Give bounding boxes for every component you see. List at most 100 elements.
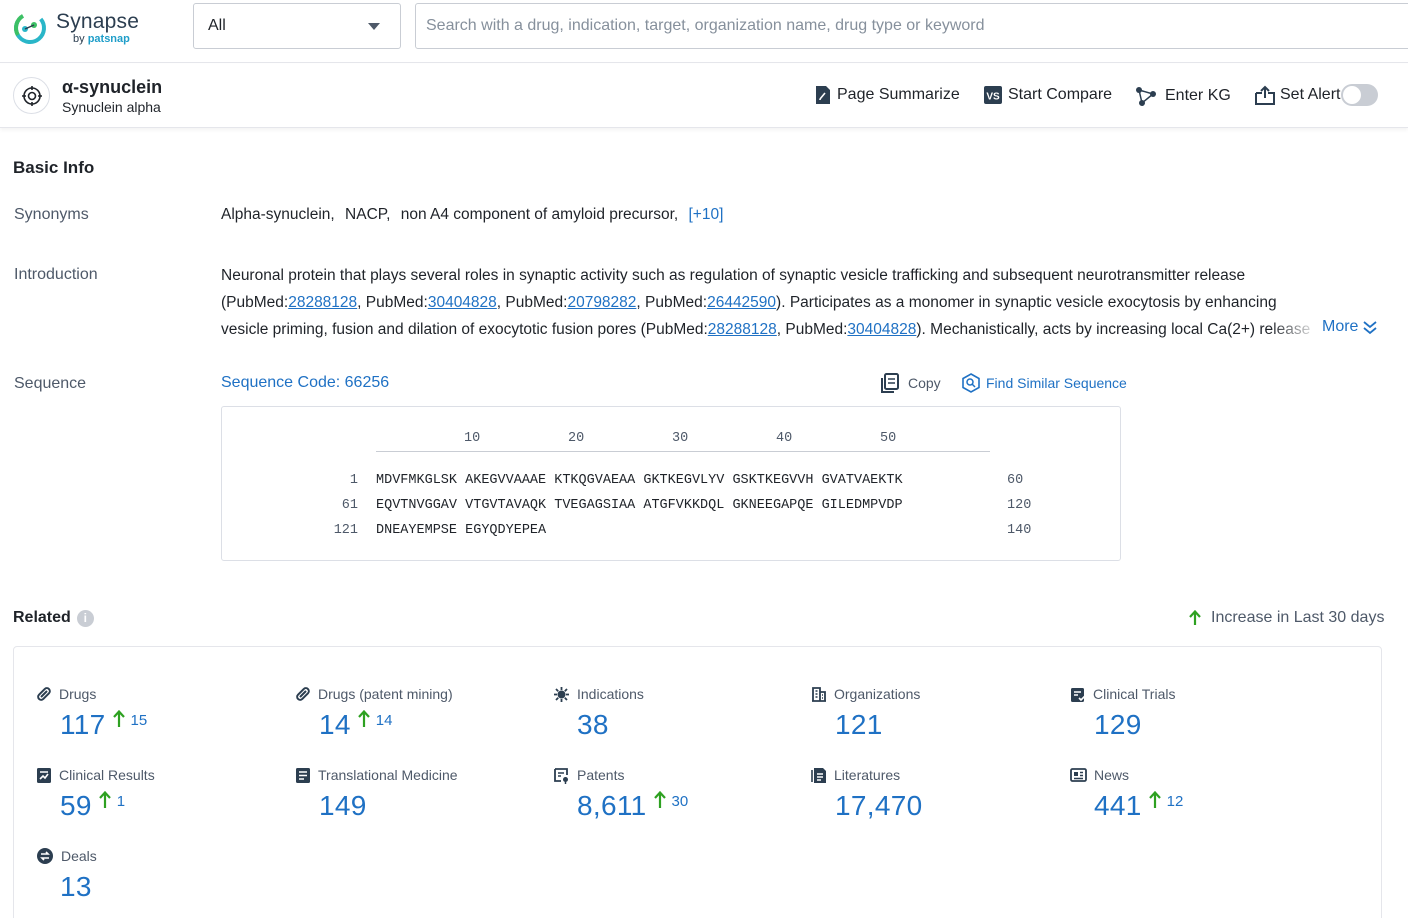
clipboard-icon [1070, 686, 1086, 703]
stat-count[interactable]: 121 [835, 708, 883, 742]
pubmed-link[interactable]: 28288128 [288, 294, 357, 311]
pubmed-link[interactable]: 26442590 [707, 294, 776, 311]
stat-label: Indications [577, 686, 644, 702]
stat-indications[interactable]: Indications 38 [553, 685, 793, 742]
related-title: Related i [13, 609, 94, 627]
synonyms-value: Alpha-synuclein, NACP, non A4 component … [221, 206, 723, 224]
info-icon[interactable]: i [77, 610, 94, 627]
pubmed-link[interactable]: 20798282 [567, 294, 636, 311]
doc-icon [295, 767, 311, 784]
stat-increase: 15 [131, 712, 148, 729]
arrow-up-icon [358, 710, 370, 728]
synapse-logo-icon [12, 10, 48, 46]
page-summarize-button[interactable]: Page Summarize [814, 85, 960, 105]
stat-label: Patents [577, 767, 624, 783]
virus-icon [553, 686, 570, 703]
introduction-label: Introduction [14, 266, 98, 284]
search-input[interactable] [415, 3, 1408, 49]
sequence-row-start: 61 [222, 498, 358, 513]
intro-more-button[interactable]: More [1322, 318, 1378, 336]
stat-clinical-results[interactable]: Clinical Results 59 1 [36, 766, 276, 823]
stat-label: Drugs (patent mining) [318, 686, 453, 702]
chart-doc-icon [36, 767, 52, 784]
introduction-text: Neuronal protein that plays several role… [221, 262, 1316, 344]
stat-count[interactable]: 38 [577, 708, 609, 742]
stat-count[interactable]: 117 [60, 708, 106, 742]
stat-count[interactable]: 13 [60, 870, 92, 904]
enter-kg-button[interactable]: Enter KG [1134, 85, 1231, 107]
arrow-up-icon [113, 710, 125, 728]
start-compare-label: Start Compare [1008, 86, 1112, 104]
stat-drugs-patent-mining[interactable]: Drugs (patent mining) 14 14 [295, 685, 535, 742]
pubmed-link[interactable]: 30404828 [847, 321, 916, 338]
building-icon [811, 686, 827, 702]
entity-header: α-synuclein Synuclein alpha Page Summari… [0, 64, 1408, 128]
stat-news[interactable]: News 441 12 [1070, 766, 1310, 823]
stat-count[interactable]: 17,470 [835, 789, 922, 823]
knowledge-graph-icon [1134, 85, 1158, 107]
sequence-label: Sequence [14, 375, 86, 393]
more-label: More [1322, 318, 1358, 336]
search-scope-select[interactable]: All [193, 3, 401, 49]
stat-patents[interactable]: Patents 8,611 30 [553, 766, 793, 823]
pill-icon [36, 686, 52, 702]
ruler-tick: 50 [880, 431, 896, 446]
stat-organizations[interactable]: Organizations 121 [811, 685, 1051, 742]
arrow-up-icon [654, 791, 666, 809]
stat-literatures[interactable]: Literatures 17,470 [811, 766, 1051, 823]
stat-drugs[interactable]: Drugs 117 15 [36, 685, 276, 742]
stat-label: News [1094, 767, 1129, 783]
page-summarize-label: Page Summarize [837, 86, 960, 104]
find-similar-sequence-button[interactable]: Find Similar Sequence [961, 373, 1127, 393]
start-compare-button[interactable]: VS Start Compare [983, 85, 1112, 105]
sequence-row-start: 1 [222, 473, 358, 488]
target-icon [13, 77, 50, 114]
copy-sequence-button[interactable]: Copy [880, 373, 941, 393]
sequence-row-end: 120 [1007, 498, 1031, 513]
stat-label: Drugs [59, 686, 96, 702]
ruler-tick: 20 [568, 431, 584, 446]
related-stats-panel: Drugs 117 15 Drugs (patent mining) 14 14… [13, 646, 1382, 918]
stat-count[interactable]: 59 [60, 789, 92, 823]
arrow-up-icon [1189, 610, 1201, 626]
page-title: α-synuclein [62, 77, 162, 98]
stat-deals[interactable]: Deals 13 [36, 847, 276, 904]
synonyms-more-link[interactable]: [+10] [689, 206, 724, 223]
pubmed-link[interactable]: 28288128 [708, 321, 777, 338]
sequence-row-start: 121 [222, 523, 358, 538]
page-subtitle: Synuclein alpha [62, 99, 161, 115]
stat-label: Organizations [834, 686, 920, 702]
stat-count[interactable]: 14 [319, 708, 351, 742]
set-alert-control[interactable]: Set Alert [1255, 85, 1340, 105]
top-bar: Synapse by patsnap All [0, 0, 1408, 63]
set-alert-toggle[interactable] [1341, 84, 1378, 106]
logo-byline: by patsnap [73, 34, 139, 45]
sequence-viewer: 10 20 30 40 50 1 MDVFMKGLSK AKEGVVAAAE K… [221, 406, 1121, 561]
stat-label: Deals [61, 848, 97, 864]
stat-translational-medicine[interactable]: Translational Medicine 149 [295, 766, 535, 823]
stat-label: Translational Medicine [318, 767, 458, 783]
stat-increase: 14 [376, 712, 393, 729]
stat-count[interactable]: 441 [1094, 789, 1142, 823]
stat-label: Clinical Results [59, 767, 155, 783]
sequence-code-link[interactable]: Sequence Code: 66256 [221, 374, 389, 392]
literature-icon [811, 767, 827, 784]
stat-count[interactable]: 149 [319, 789, 367, 823]
set-alert-label: Set Alert [1280, 86, 1340, 104]
stat-count[interactable]: 129 [1094, 708, 1142, 742]
sequence-row-end: 140 [1007, 523, 1031, 538]
sequence-row-residues: EQVTNVGGAV VTGVTAVAQK TVEGAGSIAA ATGFVKK… [376, 498, 903, 513]
news-icon [1070, 767, 1087, 783]
ruler-tick: 10 [464, 431, 480, 446]
pill-icon [295, 686, 311, 702]
copy-label: Copy [908, 375, 941, 391]
arrow-up-icon [1149, 791, 1161, 809]
stat-clinical-trials[interactable]: Clinical Trials 129 [1070, 685, 1310, 742]
pubmed-link[interactable]: 30404828 [428, 294, 497, 311]
stat-count[interactable]: 8,611 [577, 789, 647, 823]
chevron-down-icon [368, 23, 380, 30]
synapse-logo[interactable]: Synapse by patsnap [12, 10, 139, 46]
find-similar-label: Find Similar Sequence [986, 375, 1127, 391]
deal-icon [36, 847, 54, 865]
svg-text:VS: VS [986, 92, 1000, 103]
